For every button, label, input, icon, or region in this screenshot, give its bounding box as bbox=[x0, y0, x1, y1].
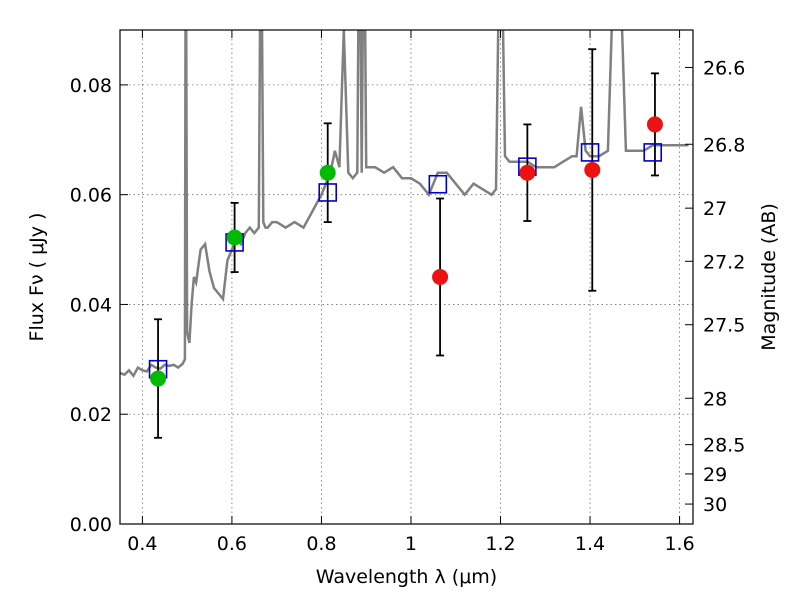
y2-axis-label: Magnitude (AB) bbox=[758, 203, 780, 351]
y-tick-label: 0.06 bbox=[70, 185, 112, 207]
x-tick-label: 0.6 bbox=[217, 533, 247, 555]
mag-tick-label: 27.5 bbox=[703, 315, 745, 337]
x-tick-label: 1.4 bbox=[575, 533, 605, 555]
mag-tick-label: 28 bbox=[703, 388, 727, 410]
measurement-point bbox=[584, 161, 601, 178]
y-tick-label: 0.02 bbox=[70, 404, 112, 426]
mag-tick-label: 27 bbox=[703, 198, 727, 220]
y-axis-label: Flux Fν ( μJy ) bbox=[26, 213, 48, 342]
mag-tick-label: 29 bbox=[703, 464, 727, 486]
model-photometry-square bbox=[643, 143, 663, 162]
detection-point bbox=[226, 229, 243, 246]
plot-area bbox=[120, 30, 689, 379]
mag-tick-label: 30 bbox=[703, 494, 727, 516]
detection-point bbox=[319, 164, 336, 181]
mag-tick-label: 28.5 bbox=[703, 435, 745, 457]
x-tick-label: 1.6 bbox=[664, 533, 694, 555]
y-tick-label: 0.04 bbox=[70, 294, 112, 316]
model-photometry-square bbox=[318, 183, 338, 202]
x-tick-label: 1 bbox=[405, 533, 417, 555]
data-marks bbox=[148, 48, 663, 439]
detection-point bbox=[150, 370, 167, 387]
mag-tick-label: 26.8 bbox=[703, 134, 745, 156]
mag-tick-label: 27.2 bbox=[703, 251, 745, 273]
model-photometry-square bbox=[428, 174, 448, 194]
mag-tick-label: 26.6 bbox=[703, 57, 745, 79]
x-axis-label: Wavelength λ (μm) bbox=[316, 566, 497, 588]
y-tick-label: 0.00 bbox=[70, 514, 112, 536]
measurement-point bbox=[432, 269, 449, 285]
y-tick-label: 0.08 bbox=[70, 75, 112, 97]
model-spectrum-line bbox=[120, 30, 689, 379]
x-tick-label: 1.2 bbox=[485, 533, 515, 555]
x-tick-label: 0.4 bbox=[127, 533, 157, 555]
model-photometry-square bbox=[580, 143, 600, 162]
measurement-point bbox=[646, 116, 663, 133]
plot-frame bbox=[119, 29, 694, 525]
x-tick-label: 0.8 bbox=[306, 533, 336, 555]
measurement-point bbox=[519, 164, 536, 181]
axis-ticks: 0.4 0.6 0.8 1 1.2 1.4 1.6 0.00 0.02 0.04 0.06 0.08 2… bbox=[70, 30, 745, 555]
